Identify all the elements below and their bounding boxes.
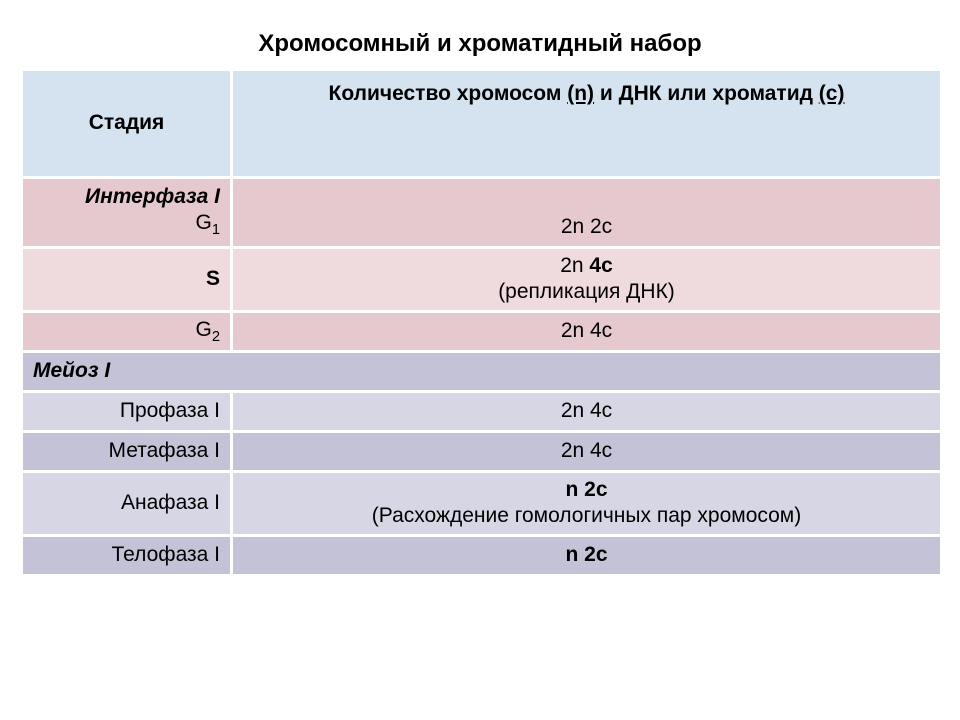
cell-metaphase-value: 2n 4c — [232, 432, 942, 472]
cell-g2-value: 2n 4c — [232, 311, 942, 352]
cell-meiosis-header: Мейоз I — [22, 352, 942, 392]
row-metaphase: Метафаза I 2n 4c — [22, 432, 942, 472]
s-value-b: 4c — [589, 254, 612, 277]
header-value-mid: и ДНК или хроматид — [594, 82, 819, 105]
anaphase-value-line2: (Расхождение гомологичных пар хромосом) — [372, 504, 801, 527]
cell-metaphase-stage: Метафаза I — [22, 432, 232, 472]
cell-telophase-stage: Телофаза I — [22, 535, 232, 575]
cell-anaphase-stage: Анафаза I — [22, 472, 232, 536]
interphase-title: Интерфаза I — [85, 185, 220, 208]
chromosome-table: Стадия Количество хромосом (n) и ДНК или… — [20, 68, 943, 577]
cell-s-stage: S — [22, 248, 232, 312]
cell-interphase-g1-stage: Интерфаза I G1 — [22, 178, 232, 248]
row-s: S 2n 4c (репликация ДНК) — [22, 248, 942, 312]
g2-label-sub: 2 — [212, 329, 220, 345]
header-value-c: (c) — [819, 82, 845, 105]
s-label: S — [206, 267, 220, 290]
cell-g2-stage: G2 — [22, 311, 232, 352]
row-g2: G2 2n 4c — [22, 311, 942, 352]
cell-s-value: 2n 4c (репликация ДНК) — [232, 248, 942, 312]
cell-interphase-g1-value: 2n 2c — [232, 178, 942, 248]
g1-label-sub: 1 — [212, 223, 220, 239]
g1-label-g: G — [195, 211, 211, 234]
row-meiosis-header: Мейоз I — [22, 352, 942, 392]
cell-prophase-value: 2n 4c — [232, 392, 942, 432]
header-stage: Стадия — [22, 70, 232, 178]
header-value: Количество хромосом (n) и ДНК или хромат… — [232, 70, 942, 178]
anaphase-value-line1: n 2c — [565, 478, 607, 501]
g2-label-g: G — [195, 318, 211, 341]
cell-telophase-value: n 2c — [232, 535, 942, 575]
meiosis-title: Мейоз I — [33, 359, 110, 382]
row-telophase: Телофаза I n 2c — [22, 535, 942, 575]
header-value-n: (n) — [567, 82, 594, 105]
s-value-line2: (репликация ДНК) — [498, 280, 675, 303]
row-interphase-g1: Интерфаза I G1 2n 2c — [22, 178, 942, 248]
row-anaphase: Анафаза I n 2c (Расхождение гомологичных… — [22, 472, 942, 536]
cell-prophase-stage: Профаза I — [22, 392, 232, 432]
header-value-prefix: Количество хромосом — [329, 82, 568, 105]
cell-anaphase-value: n 2c (Расхождение гомологичных пар хромо… — [232, 472, 942, 536]
table-header-row: Стадия Количество хромосом (n) и ДНК или… — [22, 70, 942, 178]
row-prophase: Профаза I 2n 4c — [22, 392, 942, 432]
telophase-value: n 2c — [565, 543, 607, 566]
page-title: Хромосомный и хроматидный набор — [140, 30, 820, 58]
s-value-a: 2n — [560, 254, 589, 277]
